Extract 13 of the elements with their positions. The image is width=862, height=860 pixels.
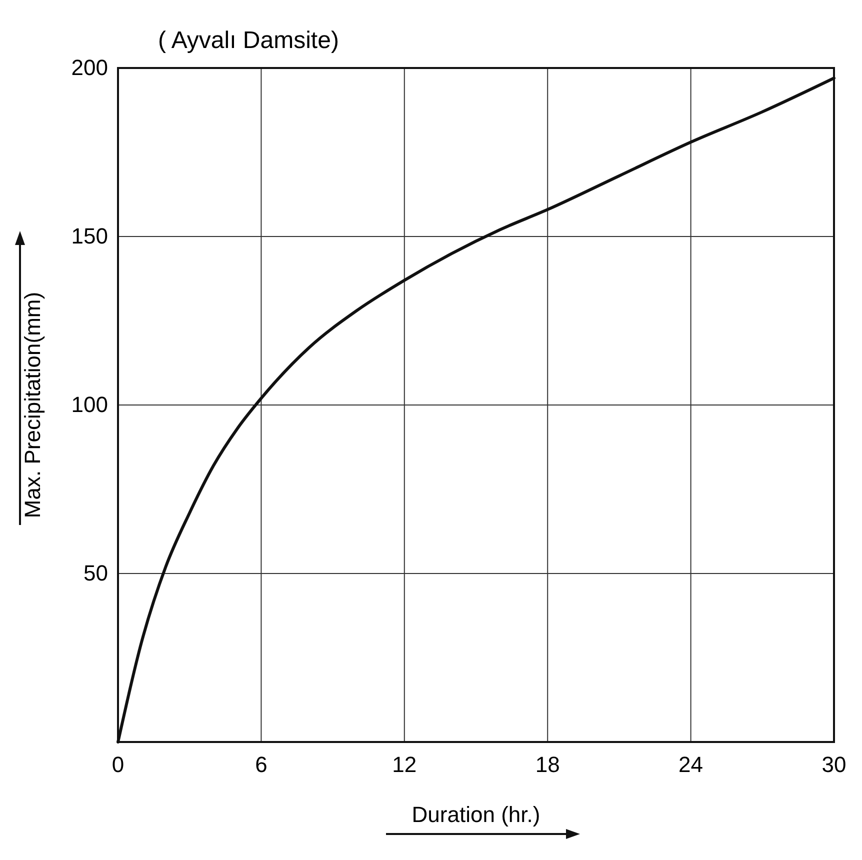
x-tick-label: 24 — [678, 752, 704, 777]
x-tick-label: 12 — [392, 752, 417, 777]
y-tick-label: 150 — [71, 224, 108, 248]
y-axis-title: Max. Precipitation(mm) — [20, 292, 45, 518]
x-tick-label: 0 — [112, 752, 124, 777]
x-tick-label: 18 — [535, 752, 560, 777]
x-axis-title: Duration (hr.) — [412, 802, 540, 827]
x-tick-label: 6 — [255, 752, 268, 777]
chart-title: ( Ayvalı Damsite) — [158, 27, 339, 54]
y-tick-label: 200 — [71, 55, 108, 80]
x-tick-label: 30 — [822, 752, 846, 777]
y-tick-label: 100 — [71, 392, 108, 417]
y-tick-label: 50 — [84, 560, 108, 586]
